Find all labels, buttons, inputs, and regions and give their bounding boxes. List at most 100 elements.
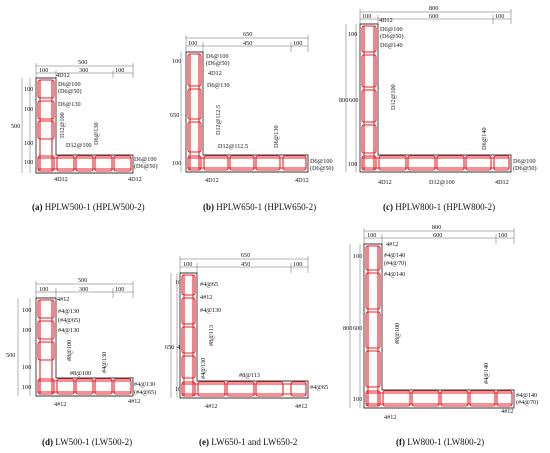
section-drawing-d: 500 100 300 100 100 100 500 100 100 4#12… (6, 277, 156, 408)
dim-l2: 650 (170, 112, 179, 119)
label-b-3: D6@130 (207, 82, 230, 89)
label-f-8: 4#12 (384, 414, 396, 421)
label-b-4: D12@112.5 (215, 105, 222, 135)
label-f-9: 4#12 (501, 408, 513, 415)
dim-l4: 100 (353, 396, 362, 403)
label-b-2: 4D12 (208, 70, 222, 77)
label-c-6: D6@100 (513, 158, 536, 165)
label-f-1: #4@140 (384, 252, 405, 259)
dim-total: 500 (78, 277, 87, 284)
dim-mid: 450 (241, 261, 250, 268)
label-d-3: #4@130 (58, 327, 79, 334)
dim-total: 800 (429, 5, 438, 12)
label-b-8: (D6@50) (310, 165, 334, 172)
label-f-4: #8@100 (394, 323, 401, 344)
label-c-8: 4D12 (378, 179, 392, 186)
label-a-10: 4D12 (128, 176, 142, 183)
label-f-7: (#4@70) (516, 399, 538, 406)
dim-mid: 600 (433, 232, 442, 239)
section-drawing-e: 650 100 450 100 100 650 450 100 #4@65 4#… (165, 252, 328, 410)
label-d-8: (#4@65) (134, 389, 156, 396)
label-c-3: D6@140 (380, 42, 403, 49)
label-e-2: #4@130 (200, 307, 221, 314)
dim-right: 100 (115, 67, 124, 74)
label-e-0: #4@65 (200, 281, 218, 288)
dim-left: 100 (362, 13, 371, 20)
label-a-4: D12@100 (59, 112, 66, 138)
dim-right: 100 (498, 232, 507, 239)
label-a-8: (D6@50) (134, 163, 158, 170)
section-drawing-b: 650 100 450 100 100 650 450 100 D6@100 (… (170, 31, 334, 184)
label-e-8: 4#12 (295, 403, 307, 410)
dim-l3: 500 (11, 123, 20, 130)
label-e-5: #8@113 (239, 372, 260, 379)
label-a-7: D6@100 (134, 156, 157, 163)
caption-a: (a) HPLW500-1 (HPLW500-2) (32, 202, 145, 212)
dim-l2: 800 (343, 325, 352, 332)
label-d-9: 4#12 (54, 401, 66, 408)
label-b-9: 4D12 (205, 177, 219, 184)
dim-mid: 300 (79, 67, 88, 74)
label-d-7: #4@130 (134, 381, 155, 388)
label-a-1: D6@100 (58, 81, 81, 88)
label-c-10: 4D12 (495, 179, 509, 186)
label-d-1: #4@130 (58, 308, 79, 315)
label-e-3: #8@113 (208, 325, 215, 346)
label-b-0: D6@100 (206, 53, 229, 60)
dim-mid: 300 (79, 286, 88, 293)
label-c-4: D12@100 (390, 84, 397, 110)
dim-l3: 600 (353, 325, 362, 332)
dim-l1: 100 (353, 253, 362, 260)
label-c-7: (D6@50) (513, 165, 537, 172)
label-d-6: #4@130 (101, 352, 108, 373)
dim-l1: 100 (24, 86, 33, 93)
dim-l2: 800 (339, 97, 348, 104)
panel-c: 800 100 600 100 100 800 600 100 4D12 D6@… (339, 0, 550, 226)
dim-total: 650 (243, 31, 252, 38)
dim-total: 650 (241, 252, 250, 259)
panel-d: 500 100 300 100 100 100 500 100 100 4#12… (0, 226, 183, 453)
label-b-5: D12@112.5 (218, 143, 248, 150)
label-d-2: (#4@65) (58, 317, 80, 324)
dim-total: 800 (432, 224, 441, 231)
panel-e: 650 100 450 100 100 650 450 100 #4@65 4#… (165, 226, 366, 453)
label-c-2: (D6@50) (380, 33, 404, 40)
dim-left: 100 (367, 232, 376, 239)
label-f-5: #4@140 (483, 363, 490, 384)
label-e-4: #4@130 (200, 358, 207, 379)
label-a-3: D6@130 (58, 101, 81, 108)
caption-d: (d) LW500-1 (LW500-2) (42, 437, 133, 447)
label-d-4: #8@100 (66, 340, 73, 361)
label-c-1: D6@100 (380, 26, 403, 33)
label-d-0: 4#12 (57, 296, 69, 303)
dim-mid: 600 (429, 13, 438, 20)
label-a-6: D6@130 (93, 122, 100, 145)
dim-l4: 100 (22, 364, 31, 371)
panel-f: 800 100 600 100 100 800 600 100 4#12 #4@… (343, 224, 550, 453)
dim-l1: 100 (348, 31, 357, 38)
label-a-9: 4D12 (54, 176, 68, 183)
caption-e: (e) LW650-1 and LW650-2 (199, 437, 298, 447)
label-b-1: (D6@50) (206, 60, 230, 67)
dim-mid: 450 (243, 40, 252, 47)
label-b-7: D6@100 (310, 158, 333, 165)
label-f-2: (#4@70) (384, 260, 406, 267)
label-d-5: #8@100 (70, 370, 91, 377)
dim-left: 100 (183, 261, 192, 268)
label-a-0: 4D12 (56, 72, 70, 79)
dim-l4: 100 (348, 161, 357, 168)
panel-a: 500 100 300 100 100 100 500 100 100 4D12… (0, 0, 183, 226)
dim-l5: 100 (22, 384, 31, 391)
label-b-10: 4D12 (295, 177, 309, 184)
dim-l3: 500 (6, 352, 15, 359)
dim-l1: 100 (172, 58, 181, 65)
dim-right: 100 (495, 13, 504, 20)
dim-l3: 600 (349, 97, 358, 104)
label-b-6: D6@130 (273, 125, 280, 148)
section-drawing-f: 800 100 600 100 100 800 600 100 4#12 #4@… (343, 224, 538, 421)
dim-right: 100 (293, 40, 302, 47)
label-e-6: #4@65 (310, 384, 328, 391)
label-e-1: 4#12 (200, 294, 212, 301)
label-f-3: #4@140 (384, 271, 405, 278)
label-c-9: D12@100 (429, 179, 455, 186)
